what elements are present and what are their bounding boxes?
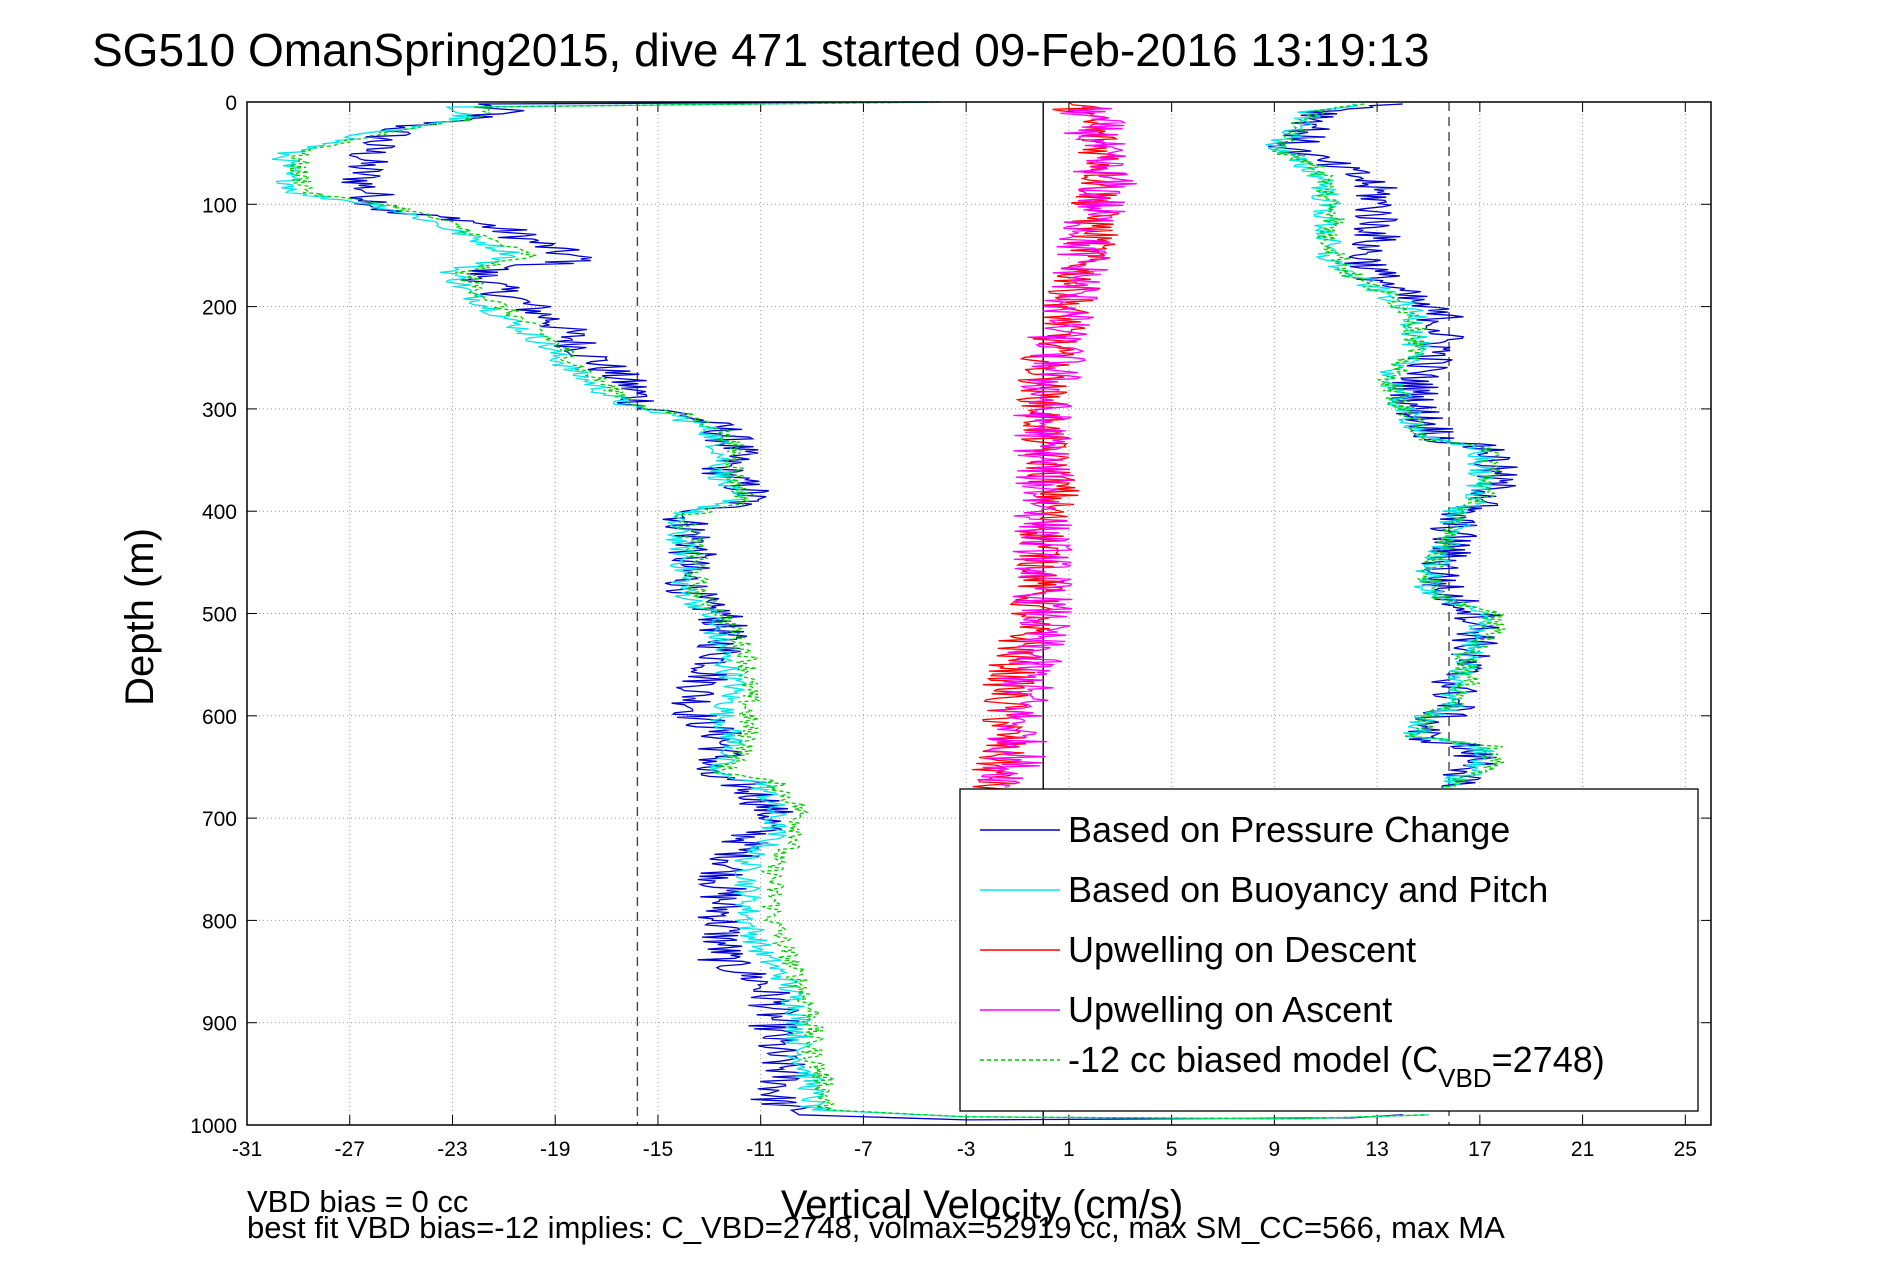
legend-label-suffix: =2748)	[1492, 1039, 1605, 1080]
series-line	[977, 106, 1137, 789]
x-tick-label: 1	[1063, 1138, 1075, 1161]
x-tick-label: 25	[1674, 1138, 1697, 1161]
y-tick-label: 600	[202, 706, 237, 729]
legend: Based on Pressure Change Based on Buoyanc…	[959, 788, 1699, 1112]
y-tick-label: 800	[202, 910, 237, 933]
x-tick-label: -23	[437, 1138, 467, 1161]
series-line	[1268, 103, 1518, 788]
x-tick-label: -27	[335, 1138, 365, 1161]
vbd-bias-note: VBD bias = 0 cc	[247, 1184, 468, 1219]
y-tick-label: 400	[202, 501, 237, 524]
chart-title: SG510 OmanSpring2015, dive 471 started 0…	[92, 24, 1429, 76]
x-tick-label: -7	[854, 1138, 873, 1161]
legend-label: Upwelling on Descent	[1068, 929, 1416, 970]
x-tick-label: 5	[1166, 1138, 1178, 1161]
y-tick-label: 1000	[190, 1115, 237, 1138]
series-line	[286, 101, 1429, 1120]
x-tick-label: 13	[1365, 1138, 1388, 1161]
x-tick-label: -11	[746, 1138, 775, 1161]
best-fit-note: best fit VBD bias=-12 implies: C_VBD=274…	[247, 1210, 1505, 1245]
legend-label: Based on Pressure Change	[1068, 809, 1510, 850]
x-tick-label: -19	[540, 1138, 570, 1161]
plot-frame	[246, 101, 1712, 1126]
series-line	[1265, 103, 1495, 789]
y-tick-label: 300	[202, 399, 237, 422]
y-tick-label: 100	[202, 194, 237, 217]
series-line	[271, 101, 1429, 1120]
x-axis-label: Vertical Velocity (cm/s)	[781, 1183, 1183, 1227]
legend-label: Upwelling on Ascent	[1068, 989, 1392, 1030]
y-tick-label: 200	[202, 297, 237, 320]
y-tick-label: 700	[202, 808, 237, 831]
y-tick-label: 500	[202, 604, 237, 627]
y-axis-label: Depth (m)	[118, 528, 162, 706]
legend-box	[959, 788, 1699, 1112]
x-tick-label: 17	[1468, 1138, 1491, 1161]
x-tick-label: -15	[643, 1138, 673, 1161]
legend-label-subscript: VBD	[1438, 1063, 1491, 1093]
y-tick-label: 0	[225, 92, 237, 115]
x-tick-label: -3	[957, 1138, 976, 1161]
x-tick-label: 9	[1269, 1138, 1281, 1161]
y-tick-label: 900	[202, 1013, 237, 1036]
x-tick-label: -31	[232, 1138, 262, 1161]
x-tick-label: 21	[1571, 1138, 1594, 1161]
legend-label: Based on Buoyancy and Pitch	[1068, 869, 1548, 910]
series-line	[1271, 103, 1506, 789]
